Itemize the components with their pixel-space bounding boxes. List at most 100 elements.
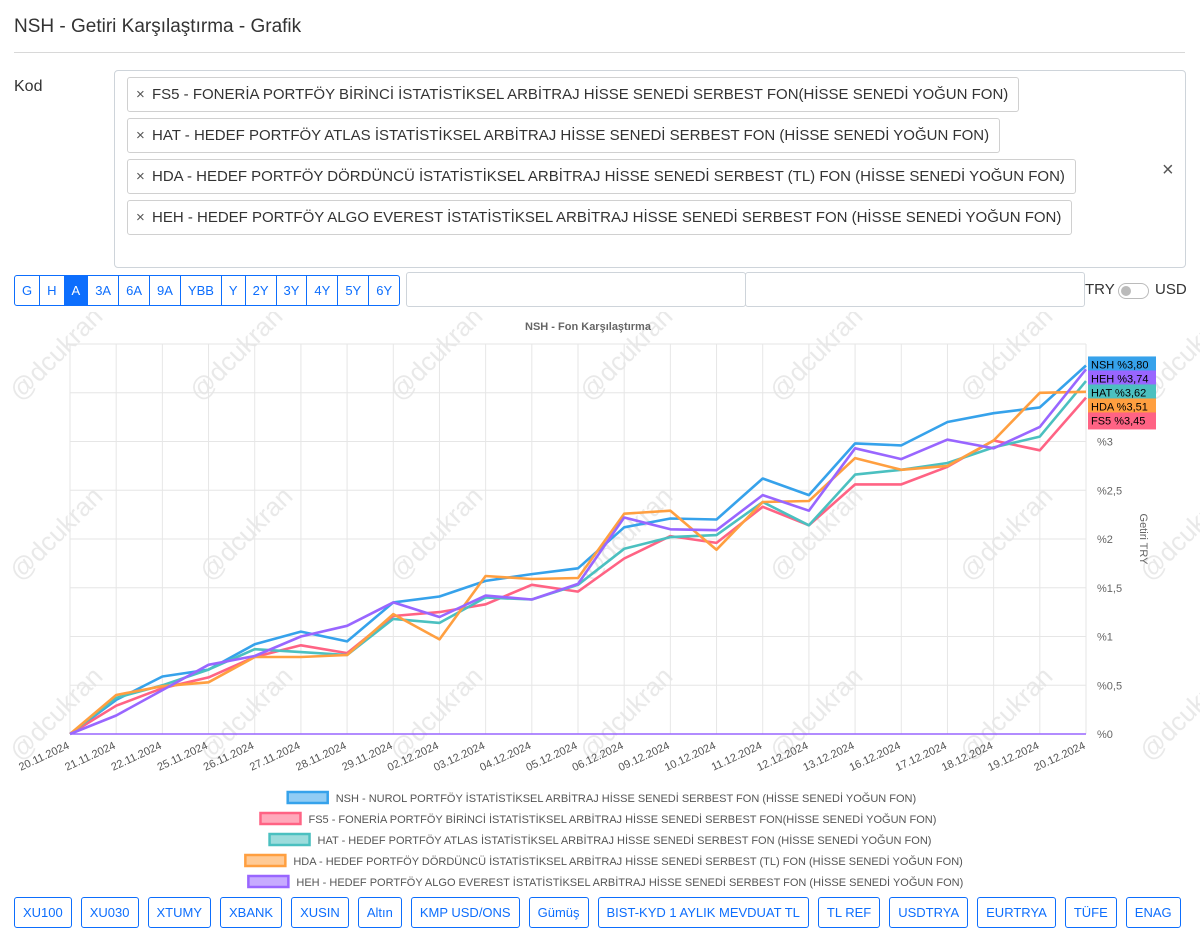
end-label-box-hat [1088,384,1156,402]
legend-label-heh: HEH - HEDEF PORTFÖY ALGO EVEREST İSTATİS… [296,876,963,889]
range-button-a[interactable]: A [63,275,89,306]
index-button[interactable]: ENAG [1125,897,1181,928]
watermark-text: @dcukran [3,481,108,586]
end-label-fs5: FS5 %3,45 [1091,415,1145,427]
end-date-input[interactable] [745,272,1085,307]
watermark-text: @dcukran [763,312,868,406]
index-button[interactable]: KMP USD/ONS [410,897,520,928]
legend-label-hda: HDA - HEDEF PORTFÖY DÖRDÜNCÜ İSTATİSTİKS… [293,855,962,868]
x-tick-label: 28.11.2024 [294,740,348,774]
x-tick-label: 11.12.2024 [710,740,764,774]
series-line-hda [69,390,1087,735]
fund-tag-label: HDA - HEDEF PORTFÖY DÖRDÜNCÜ İSTATİSTİKS… [152,168,1065,185]
remove-tag-icon[interactable]: × [136,168,145,185]
index-button[interactable]: Gümüş [528,897,589,928]
fund-tag-hda[interactable]: × HDA - HEDEF PORTFÖY DÖRDÜNCÜ İSTATİSTİK… [127,159,1076,194]
range-button-2y[interactable]: 2Y [244,275,277,306]
index-button[interactable]: XTUMY [147,897,211,928]
index-button[interactable]: BIST-KYD 1 AYLIK MEVDUAT TL [597,897,809,928]
end-label-hat: HAT %3,62 [1091,387,1146,399]
range-button-5y[interactable]: 5Y [337,275,370,306]
remove-tag-icon[interactable]: × [136,209,145,226]
currency-toggle[interactable] [1118,283,1149,299]
comparison-chart: @dcukran @dcukran @dcukran @dcukran @dcukran… [3,312,1200,889]
x-tick-label: 05.12.2024 [524,740,579,774]
index-button[interactable]: XBANK [220,897,283,928]
index-button[interactable]: Altın [357,897,402,928]
legend-swatch-heh [247,874,290,889]
x-tick-label: 20.12.2024 [1032,740,1087,774]
title-divider [14,52,1185,53]
range-button-y[interactable]: Y [220,275,246,306]
legend-swatch-hat [268,832,311,847]
y-axis-label: Getiri TRY [1137,514,1149,566]
chart-title: NSH - Fon Karşılaştırma [525,321,652,333]
x-tick-label: 25.11.2024 [156,740,210,774]
x-tick-label: 16.12.2024 [848,740,903,774]
fund-tag-label: FS5 - FONERİA PORTFÖY BİRİNCİ İSTATİSTİK… [152,86,1009,103]
watermark-text: @dcukran [1133,661,1200,766]
watermark-text: @dcukran [183,312,288,406]
fund-tag-label: HAT - HEDEF PORTFÖY ATLAS İSTATİSTİKSEL … [152,127,990,144]
page-title: NSH - Getiri Karşılaştırma - Grafik [14,16,302,37]
fund-select-box[interactable]: × FS5 - FONERİA PORTFÖY BİRİNCİ İSTATİSTİ… [114,70,1186,268]
end-label-box-hda [1088,398,1156,416]
remove-tag-icon[interactable]: × [136,86,145,103]
x-tick-label: 03.12.2024 [432,740,487,774]
remove-tag-icon[interactable]: × [136,127,145,144]
range-button-6y[interactable]: 6Y [368,275,401,306]
watermark-text: @dcukran [383,312,488,406]
currency-try-label: TRY [1085,281,1115,298]
range-button-group: G H A 3A 6A 9A YBB Y 2Y 3Y 4Y 5Y 6Y [14,275,401,306]
watermark-text: @dcukran [383,481,488,586]
legend-swatch-fs5 [259,811,302,826]
end-label-box-fs5 [1088,412,1156,430]
legend-swatch-hda [244,853,287,868]
legend-label-fs5: FS5 - FONERİA PORTFÖY BİRİNCİ İSTATİSTİK… [308,813,936,826]
legend-label-nsh: NSH - NUROL PORTFÖY İSTATİSTİKSEL ARBİTR… [336,792,916,805]
y-tick-label: %3 [1097,437,1113,449]
range-button-6a[interactable]: 6A [118,275,150,306]
range-button-g[interactable]: G [14,275,41,306]
x-tick-label: 21.11.2024 [63,740,117,774]
kod-label: Kod [14,78,43,95]
x-tick-label: 17.12.2024 [894,740,949,774]
x-tick-label: 22.11.2024 [109,740,163,774]
range-button-3y[interactable]: 3Y [275,275,308,306]
index-button[interactable]: USDTRYA [889,897,969,928]
toggle-knob [1121,286,1131,296]
x-tick-label: 09.12.2024 [617,740,672,774]
y-tick-label: %1,5 [1097,583,1122,595]
index-button[interactable]: XUSIN [291,897,349,928]
index-button[interactable]: EURTRYA [977,897,1056,928]
index-button[interactable]: XU030 [80,897,139,928]
fund-tag-fs5[interactable]: × FS5 - FONERİA PORTFÖY BİRİNCİ İSTATİSTİ… [127,77,1020,112]
x-tick-label: 13.12.2024 [801,740,856,774]
range-button-h[interactable]: H [39,275,65,306]
series-line-nsh [69,364,1087,736]
clear-all-icon[interactable]: × [1162,159,1174,181]
y-tick-label: %2,5 [1097,485,1122,497]
start-date-input[interactable] [406,272,746,307]
y-tick-label: %0 [1097,729,1113,741]
currency-usd-label: USD [1155,281,1187,298]
x-tick-label: 04.12.2024 [478,740,533,774]
range-button-4y[interactable]: 4Y [306,275,339,306]
end-label-heh: HEH %3,74 [1091,373,1148,385]
series-line-heh [69,368,1088,736]
fund-tag-hat[interactable]: × HAT - HEDEF PORTFÖY ATLAS İSTATİSTİKSEL… [127,118,1001,153]
range-button-9a[interactable]: 9A [149,275,181,306]
end-label-hda: HDA %3,51 [1091,401,1148,413]
range-button-3a[interactable]: 3A [87,275,120,306]
index-button[interactable]: XU100 [14,897,72,928]
watermark-text: @dcukran [953,481,1058,586]
watermark-text: @dcukran [3,312,108,406]
index-button[interactable]: TL REF [817,897,881,928]
range-button-ybb[interactable]: YBB [179,275,222,306]
index-button[interactable]: TÜFE [1064,897,1117,928]
watermark-text: @dcukran [763,481,868,586]
fund-tag-heh[interactable]: × HEH - HEDEF PORTFÖY ALGO EVEREST İSTATİ… [127,200,1073,235]
y-tick-label: %1 [1097,632,1113,644]
legend-label-hat: HAT - HEDEF PORTFÖY ATLAS İSTATİSTİKSEL … [318,834,932,847]
fund-tag-label: HEH - HEDEF PORTFÖY ALGO EVEREST İSTATİS… [152,209,1062,226]
